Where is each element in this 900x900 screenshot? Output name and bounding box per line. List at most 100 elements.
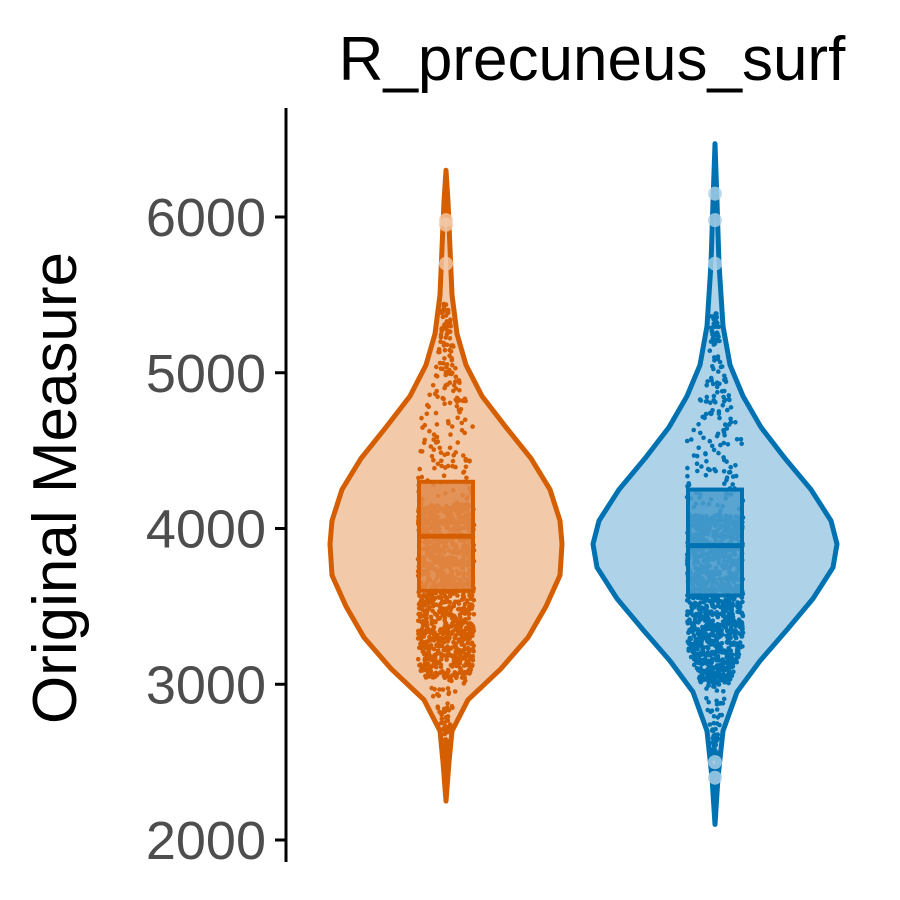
jitter-point [713,726,718,732]
jitter-point [722,481,727,487]
jitter-point [712,735,718,741]
jitter-point [438,595,444,600]
jitter-point [436,347,442,352]
jitter-point [438,630,444,635]
jitter-point [441,396,446,402]
jitter-point [436,616,441,622]
outlier-point [708,755,722,770]
jitter-point [721,689,726,694]
jitter-point [458,670,464,675]
jitter-point [426,594,432,600]
jitter-point [447,367,452,373]
y-tick-label: 4000 [146,500,266,560]
jitter-point [727,604,732,610]
jitter-point [443,766,448,772]
jitter-point [730,482,735,487]
jitter-point [442,401,447,407]
jitter-point [722,422,728,427]
jitter-point [457,408,462,413]
jitter-point [438,720,444,726]
jitter-point [710,335,716,341]
jitter-point [724,661,730,666]
jitter-point [710,332,715,337]
jitter-point [719,677,725,682]
jitter-point [445,625,451,631]
jitter-point [424,610,429,616]
jitter-point [455,622,460,628]
jitter-point [721,696,727,702]
jitter-point [711,720,717,726]
jitter-point [462,656,468,661]
jitter-point [730,474,736,479]
jitter-point [441,341,447,347]
jitter-point [451,453,457,458]
jitter-point [702,628,707,633]
jitter-point [729,652,734,657]
jitter-point [703,451,708,456]
jitter-point [714,311,719,316]
jitter-point [728,405,734,410]
jitter-point [464,475,469,481]
jitter-point [710,640,715,646]
jitter-point [423,645,429,651]
jitter-point [728,617,733,623]
jitter-point [441,473,447,479]
jitter-point [444,599,449,605]
jitter-point [714,707,720,712]
jitter-point [418,448,424,454]
jitter-point [708,400,713,406]
jitter-point [717,338,722,344]
jitter-point [435,705,441,711]
jitter-point [427,643,433,649]
jitter-point [732,618,737,624]
jitter-point [706,616,711,622]
jitter-point [434,434,440,440]
jitter-point [695,468,700,474]
jitter-point [464,598,470,603]
jitter-point [463,634,468,639]
jitter-point [419,415,424,421]
jitter-point [465,640,471,646]
jitter-point [437,445,443,451]
jitter-point [707,348,713,354]
jitter-point [453,397,459,403]
jitter-point [471,612,477,617]
jitter-point [456,601,462,606]
jitter-point [719,364,725,369]
jitter-point [436,693,442,698]
violin-group-1 [327,167,565,804]
jitter-point [704,459,709,464]
jitter-point [714,698,719,704]
jitter-point [725,640,731,645]
jitter-point [712,748,717,753]
jitter-point [704,638,710,644]
jitter-point [458,624,464,629]
jitter-point [462,678,468,683]
jitter-point [738,644,743,650]
jitter-point [418,603,424,609]
jitter-point [455,415,461,421]
jitter-point [442,753,448,758]
jitter-point [435,648,441,654]
jitter-point [726,613,731,619]
jitter-point [434,388,440,394]
jitter-point [449,424,455,429]
jitter-point [420,596,425,601]
jitter-point [447,329,452,335]
jitter-point [701,651,707,656]
jitter-point [716,334,721,340]
jitter-point [429,618,435,623]
jitter-point [709,649,715,655]
jitter-point [704,603,709,609]
jitter-point [688,620,693,626]
jitter-point [719,389,725,394]
jitter-point [463,662,469,668]
jitter-point [445,324,451,329]
jitter-point [706,699,711,705]
jitter-point [430,608,435,614]
jitter-point [723,597,728,603]
jitter-point [453,615,458,621]
jitter-point [694,461,700,467]
jitter-point [709,601,715,606]
jitter-point [467,622,473,627]
